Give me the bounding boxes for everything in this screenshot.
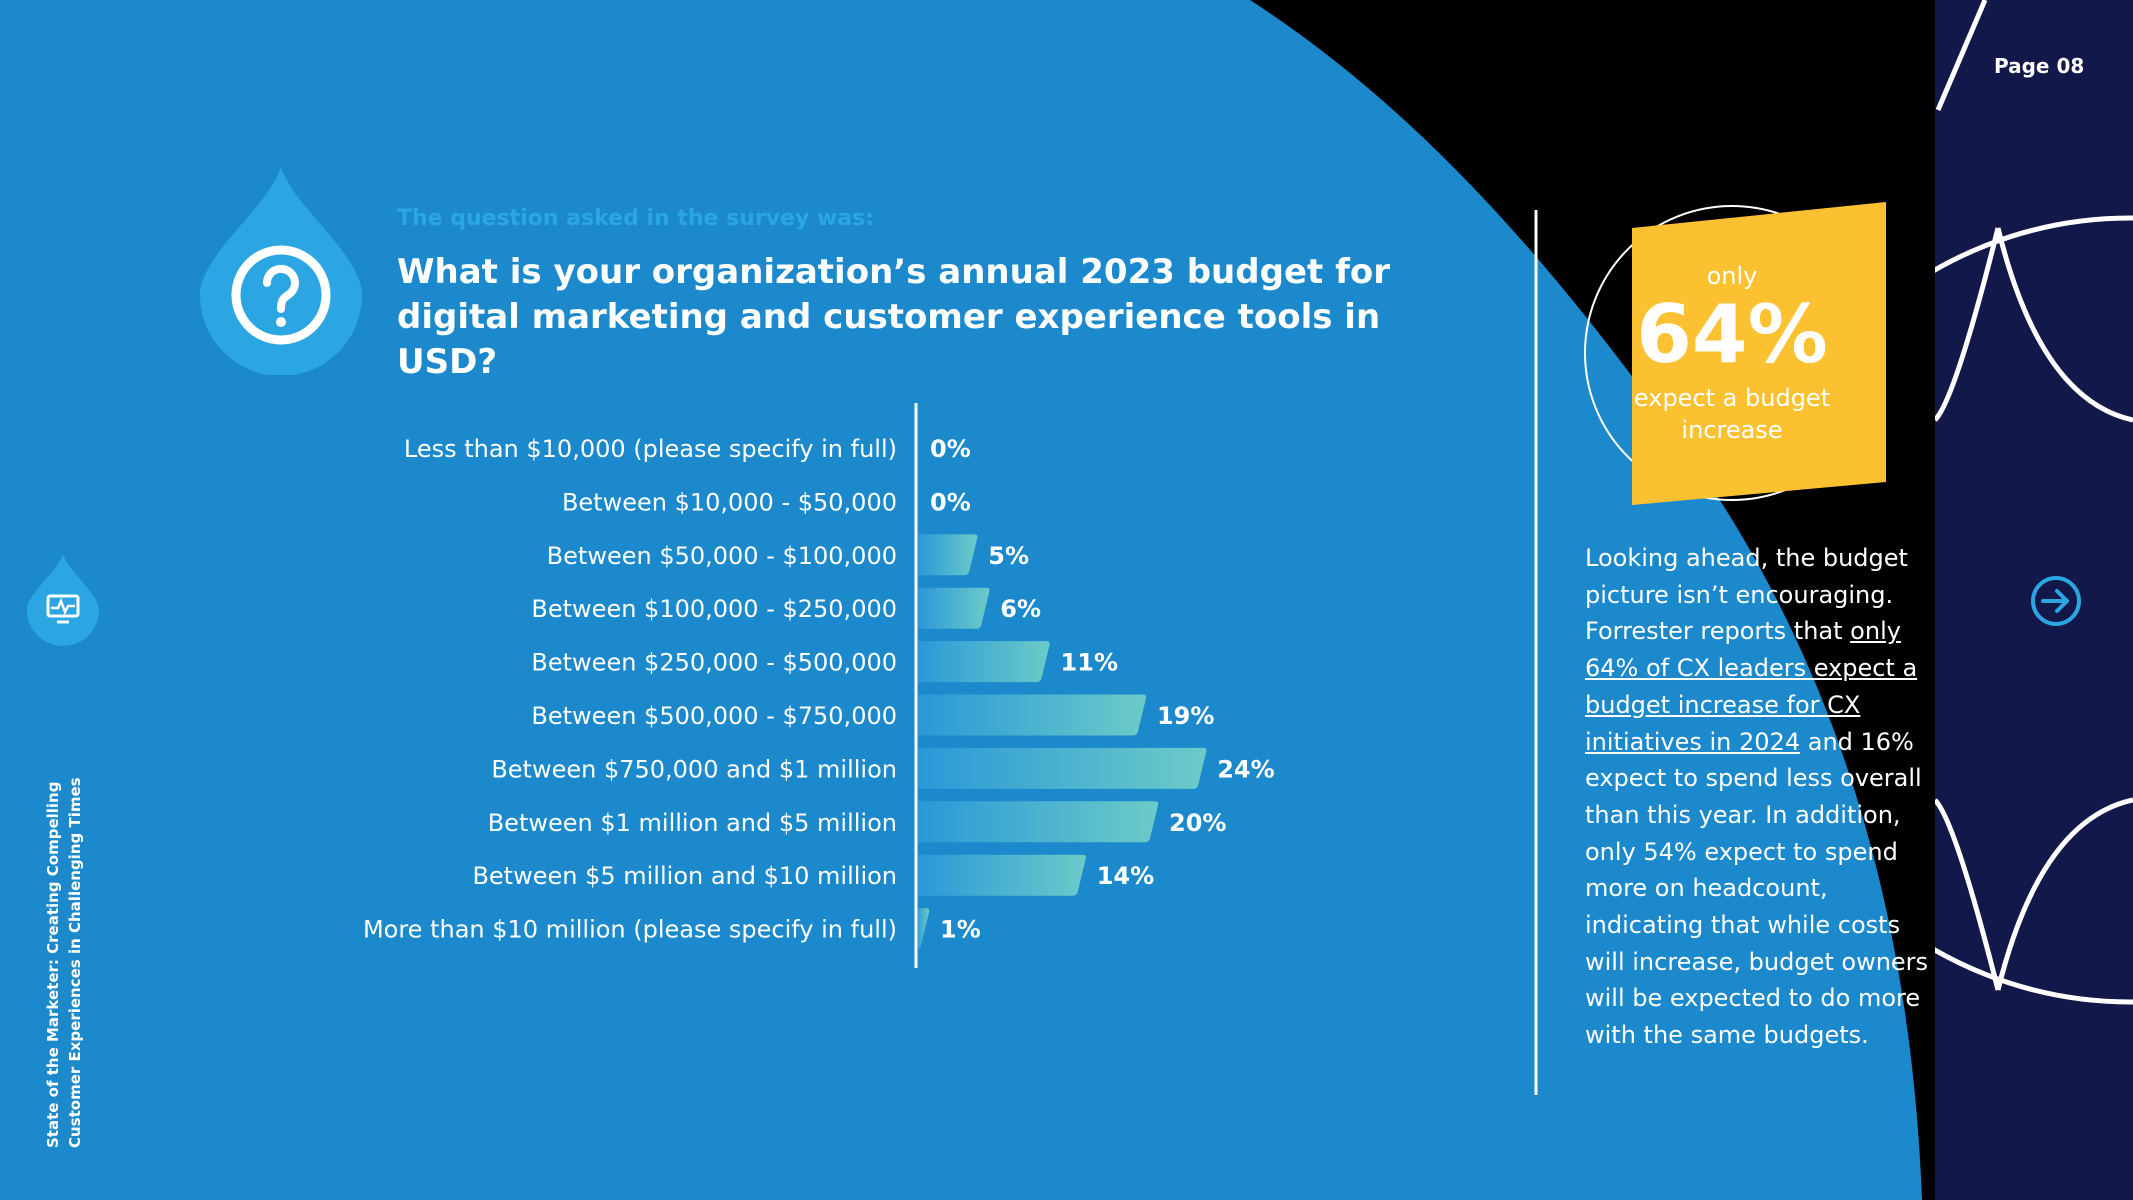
bar — [918, 534, 978, 576]
value-label: 1% — [940, 916, 981, 944]
value-label: 20% — [1169, 809, 1226, 837]
forrester-report-link[interactable]: only 64% of CX leaders expect a budget i… — [1585, 617, 1918, 756]
bar — [918, 801, 1159, 843]
value-label: 14% — [1097, 862, 1154, 890]
category-label: Between $500,000 - $750,000 — [531, 702, 897, 730]
stat-value: 64% — [1636, 288, 1828, 381]
bar — [918, 747, 1207, 789]
value-label: 6% — [1000, 595, 1041, 623]
side-text-part-1: Looking ahead, the budget picture isn’t … — [1585, 544, 1908, 646]
bar — [918, 641, 1050, 683]
category-label: Between $50,000 - $100,000 — [547, 542, 897, 570]
page-number: Page 08 — [1994, 54, 2085, 78]
value-label: 0% — [930, 435, 971, 463]
report-title-line-1: State of the Marketer: Creating Compelli… — [44, 781, 62, 1148]
arrow-right-circle-icon[interactable] — [2029, 574, 2083, 628]
side-paragraph: Looking ahead, the budget picture isn’t … — [1585, 540, 1930, 1054]
category-label: Between $100,000 - $250,000 — [531, 595, 897, 623]
report-title-vertical: State of the Marketer: Creating Compelli… — [42, 728, 86, 1148]
question-intro: The question asked in the survey was: — [397, 206, 875, 231]
side-text-part-2: and 16% expect to spend less overall tha… — [1585, 727, 1929, 1050]
question-mark-icon — [200, 167, 362, 375]
value-label: 24% — [1217, 755, 1274, 783]
stat-caption: expect a budget increase — [1633, 384, 1831, 444]
category-label: More than $10 million (please specify in… — [363, 916, 897, 944]
category-label: Between $750,000 and $1 million — [491, 755, 897, 783]
report-title-line-2: Customer Experiences in Challenging Time… — [66, 777, 84, 1148]
bar — [918, 854, 1086, 896]
category-label: Between $10,000 - $50,000 — [562, 488, 897, 516]
category-label: Between $1 million and $5 million — [488, 809, 897, 837]
category-label: Less than $10,000 (please specify in ful… — [404, 435, 897, 463]
stat-prefix: only — [1706, 262, 1758, 290]
bar — [918, 694, 1147, 736]
value-label: 11% — [1061, 649, 1118, 677]
stat-badge-shape — [1632, 202, 1886, 505]
bar — [916, 908, 930, 950]
category-label: Between $250,000 - $500,000 — [531, 649, 897, 677]
survey-question: What is your organization’s annual 2023 … — [397, 252, 1391, 382]
monitor-chart-icon — [27, 554, 99, 646]
value-label: 19% — [1157, 702, 1214, 730]
value-label: 5% — [988, 542, 1029, 570]
value-label: 0% — [930, 488, 971, 516]
category-label: Between $5 million and $10 million — [472, 862, 897, 890]
bar — [918, 587, 990, 629]
